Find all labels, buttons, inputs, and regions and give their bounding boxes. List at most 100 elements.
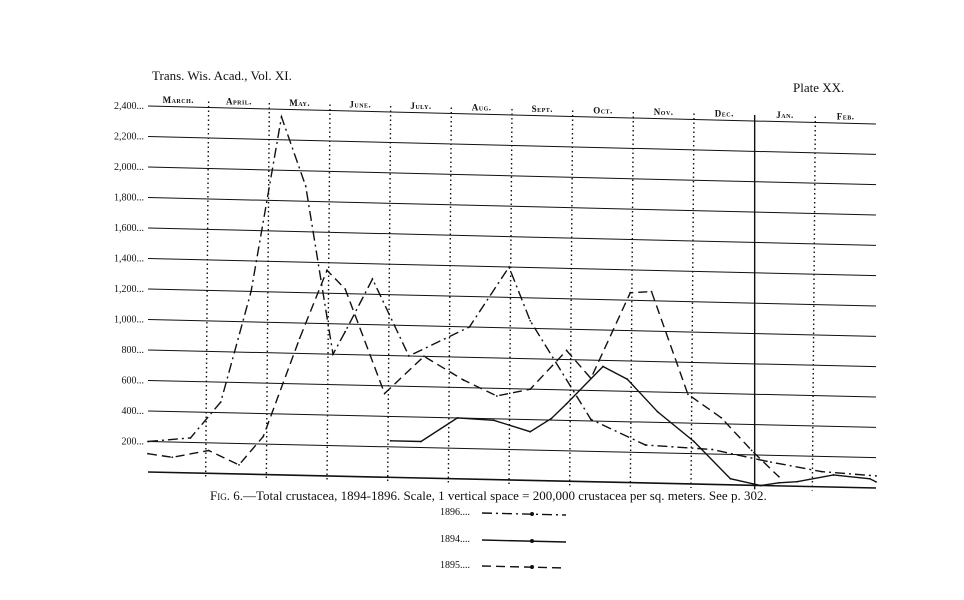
month-label: Feb.	[837, 111, 855, 121]
data-series	[147, 114, 877, 487]
month-divider	[447, 107, 453, 483]
baseline	[147, 471, 877, 489]
month-label: May.	[289, 98, 310, 108]
data-point-1895	[147, 452, 149, 455]
y-tick-label: 600...	[122, 376, 145, 387]
y-tick-label: 200...	[122, 437, 145, 448]
gridline	[147, 227, 877, 246]
data-point-1895	[750, 449, 753, 452]
y-tick-label: 1,000...	[114, 315, 144, 326]
data-point-1895	[326, 269, 328, 272]
data-point-1895	[529, 388, 532, 391]
data-point-1895	[344, 288, 347, 290]
data-point-1894	[565, 402, 568, 405]
data-point-1896	[765, 460, 768, 463]
data-point-1896	[529, 319, 532, 322]
data-point-1896	[644, 444, 647, 446]
series-line-1894	[390, 365, 877, 487]
y-tick-label: 400...	[122, 406, 145, 417]
y-tick-label: 1,600...	[114, 223, 144, 234]
y-tick-label: 2,000...	[114, 162, 144, 173]
gridline	[147, 349, 877, 368]
month-label: Aug.	[472, 102, 492, 112]
data-point-1895	[462, 379, 465, 381]
legend-label: 1896....	[440, 507, 470, 518]
legend-label: 1895....	[440, 560, 470, 571]
data-point-1895	[650, 290, 653, 293]
data-point-1895	[629, 291, 632, 294]
month-label: July.	[410, 101, 431, 111]
data-point-1896	[371, 278, 374, 280]
data-point-1896	[147, 440, 149, 443]
data-point-1895	[238, 463, 240, 466]
data-point-1896	[250, 290, 253, 293]
y-tick-label: 2,400...	[114, 101, 144, 112]
data-point-1894	[875, 481, 877, 483]
y-tick-label: 1,400...	[114, 254, 144, 265]
month-divider	[204, 101, 210, 478]
month-divider	[811, 116, 817, 491]
data-point-1896	[304, 185, 307, 187]
gridline	[147, 441, 877, 459]
month-divider	[568, 110, 574, 486]
month-label: Dec.	[715, 108, 734, 118]
data-point-1896	[332, 353, 334, 356]
month-label: Jan.	[776, 110, 793, 120]
month-divider	[690, 113, 695, 489]
data-point-1896	[589, 418, 592, 421]
month-labels: March. April. May. June. July. Aug. Sept. Oct. N…	[163, 95, 855, 122]
data-point-1895	[171, 456, 174, 459]
gridline	[147, 410, 877, 428]
data-point-1894	[529, 430, 532, 433]
plate-number: Plate XX.	[793, 80, 845, 95]
figure-label: Fig. 6.	[210, 488, 243, 503]
data-point-1894	[778, 481, 780, 484]
data-point-1896	[820, 470, 823, 473]
legend-label: 1894....	[440, 534, 470, 545]
gridline	[147, 197, 877, 216]
data-point-1896	[711, 448, 714, 451]
data-point-1894	[729, 477, 732, 480]
data-point-1895	[589, 377, 592, 380]
data-point-1894	[693, 440, 695, 443]
data-point-1894	[869, 477, 871, 480]
data-point-1894	[626, 378, 629, 381]
month-divider	[508, 108, 513, 485]
month-label: Oct.	[593, 105, 613, 115]
data-point-1895	[423, 355, 425, 358]
series-line-1896	[147, 114, 877, 477]
data-point-1894	[389, 439, 392, 442]
data-point-1896	[468, 326, 471, 328]
gridline	[147, 288, 877, 307]
data-point-1895	[207, 449, 210, 452]
legend-swatch	[481, 539, 567, 543]
legend: 1896.... 1894.... 1895....	[440, 507, 567, 571]
data-point-1895	[383, 392, 386, 395]
y-tick-label: 1,800...	[114, 193, 144, 204]
caption-text: —Total crustacea, 1894-1896. Scale, 1 ve…	[242, 488, 767, 503]
figure-caption: Fig. 6.—Total crustacea, 1894-1896. Scal…	[210, 488, 767, 504]
data-point-1894	[420, 440, 422, 443]
legend-dot	[530, 512, 534, 516]
legend-swatch	[481, 512, 567, 516]
month-label: April.	[226, 96, 252, 106]
month-label: Nov.	[654, 107, 674, 117]
legend-dot	[530, 565, 534, 569]
data-point-1895	[298, 337, 301, 340]
data-point-1894	[492, 419, 495, 422]
data-point-1894	[550, 417, 553, 420]
data-point-1895	[495, 395, 498, 397]
y-tick-label: 2,200...	[114, 132, 144, 143]
data-point-1894	[456, 417, 459, 419]
data-point-1896	[344, 330, 347, 333]
gridline	[147, 380, 877, 398]
data-point-1896	[875, 474, 877, 477]
data-point-1896	[407, 355, 410, 357]
legend-swatch	[481, 565, 567, 569]
data-point-1895	[687, 393, 689, 396]
month-divider	[386, 105, 392, 482]
month-label: March.	[163, 95, 194, 105]
y-tick-label: 1,200...	[114, 284, 144, 295]
data-point-1896	[219, 401, 222, 403]
